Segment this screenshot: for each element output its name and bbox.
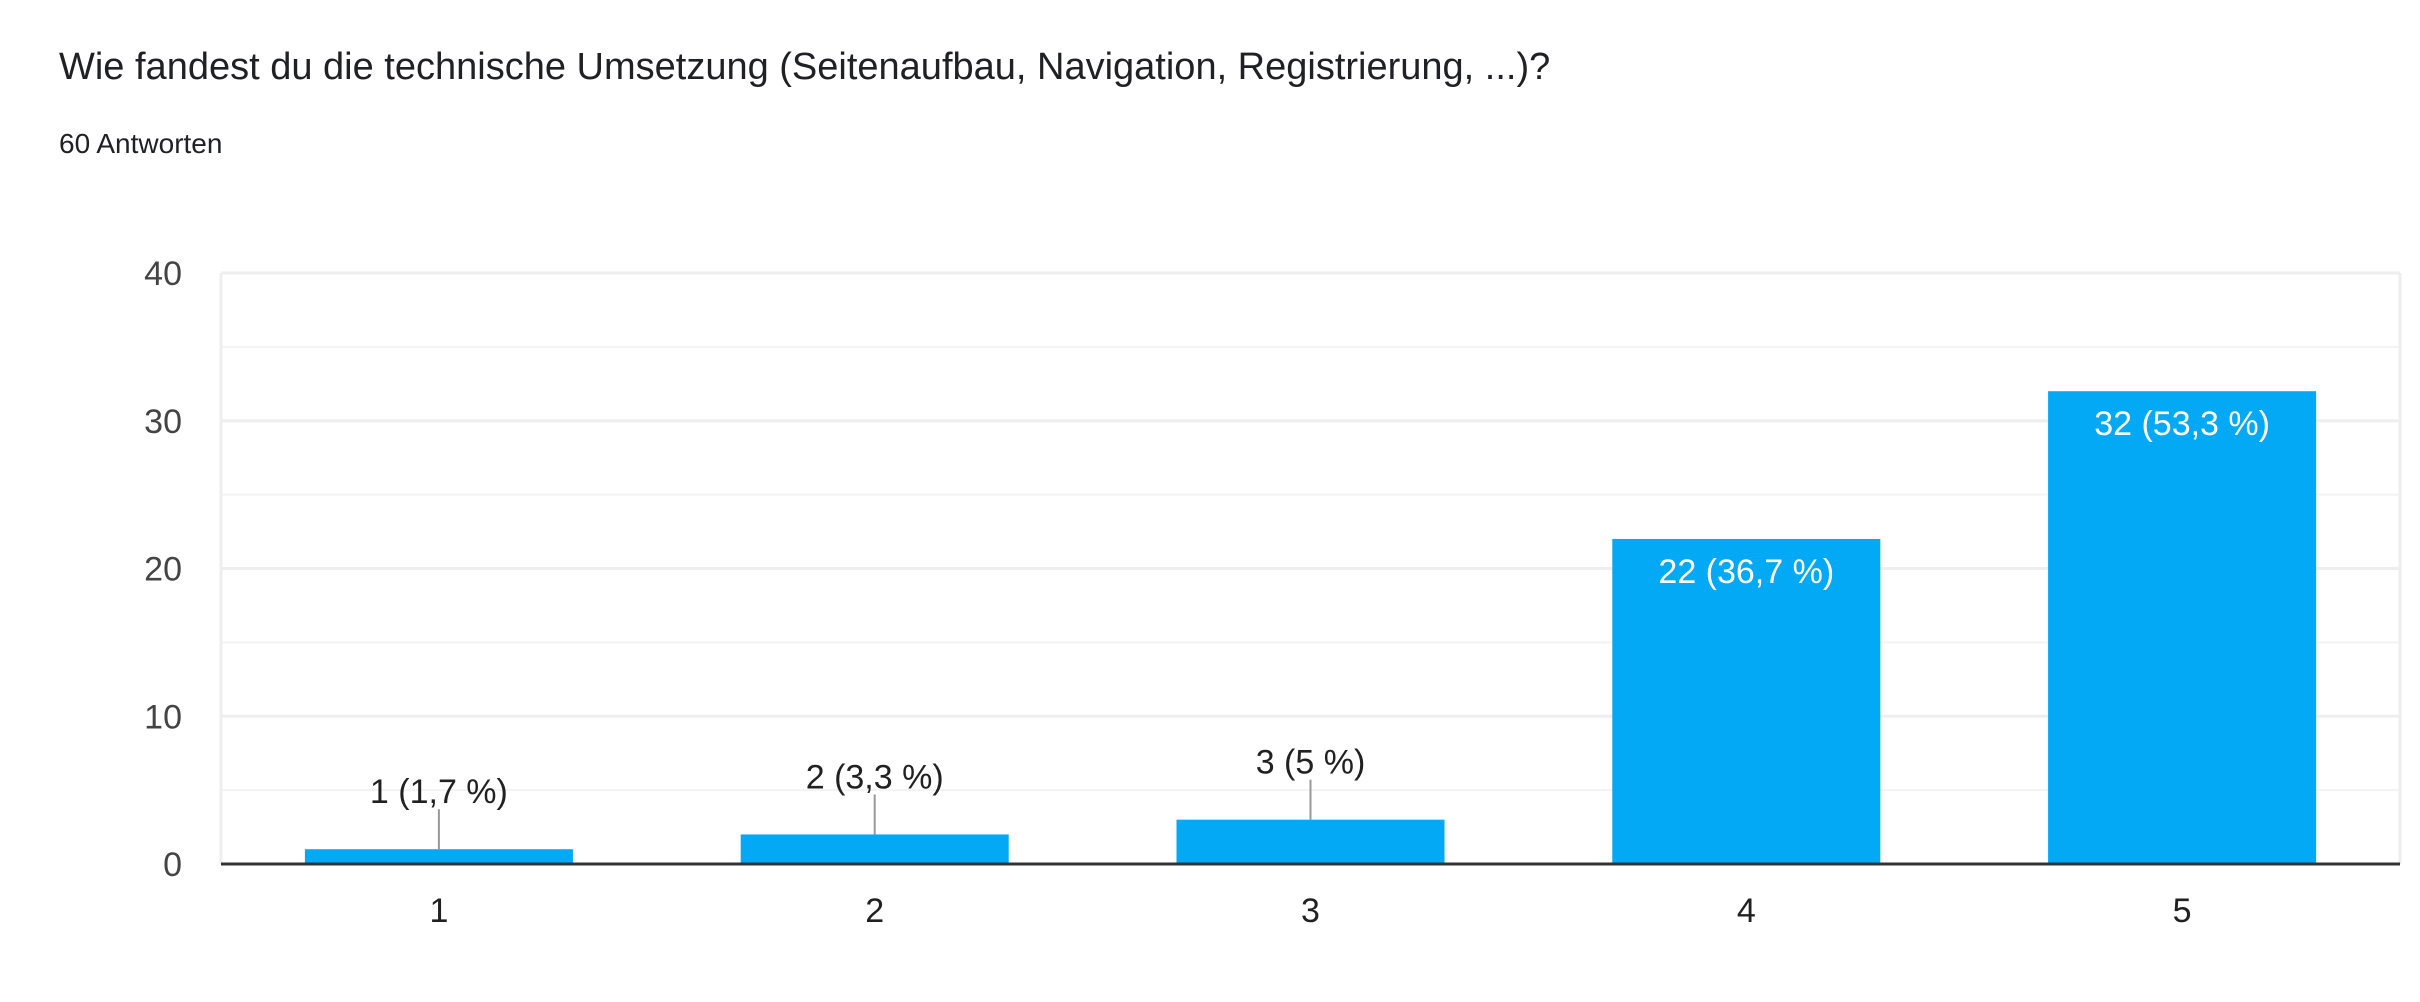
data-label: 1 (1,7 %) [370, 773, 508, 811]
data-label: 2 (3,3 %) [806, 758, 944, 796]
bar [304, 849, 573, 864]
bar [2048, 391, 2317, 864]
data-label: 22 (36,7 %) [1658, 553, 1834, 591]
x-tick-label: 2 [865, 892, 884, 930]
y-tick-label: 10 [144, 698, 182, 736]
bar [1612, 538, 1881, 864]
data-label: 3 (5 %) [1256, 744, 1366, 782]
y-tick-label: 20 [144, 551, 182, 589]
x-tick-label: 5 [2173, 892, 2192, 930]
x-tick-label: 1 [429, 892, 448, 930]
chart-title: Wie fandest du die technische Umsetzung … [59, 46, 1551, 88]
x-tick-label: 3 [1301, 892, 1320, 930]
y-tick-label: 0 [163, 846, 182, 884]
bar [740, 834, 1009, 864]
response-count: 60 Antworten [59, 128, 223, 159]
data-label: 32 (53,3 %) [2094, 405, 2270, 443]
x-tick-label: 4 [1737, 892, 1756, 930]
y-tick-label: 40 [144, 255, 182, 293]
bar [1176, 819, 1445, 864]
y-tick-label: 30 [144, 403, 182, 441]
